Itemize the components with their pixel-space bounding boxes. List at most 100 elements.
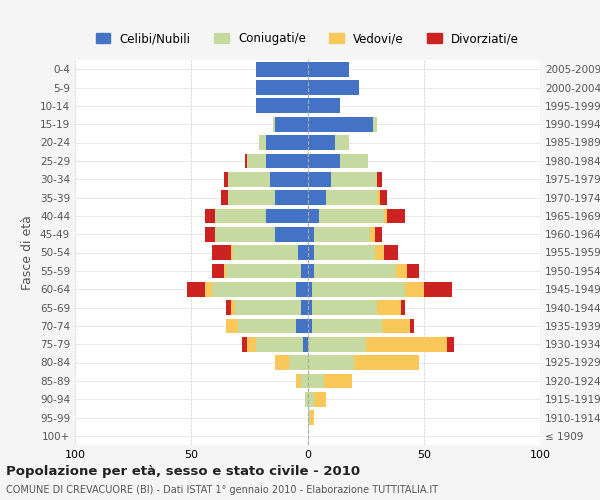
Bar: [229, 172, 271, 186]
Bar: [308, 392, 314, 406]
Bar: [215, 227, 275, 242]
Bar: [312, 300, 377, 315]
Bar: [289, 355, 308, 370]
Bar: [377, 300, 401, 315]
Bar: [205, 208, 215, 223]
Bar: [275, 355, 289, 370]
Bar: [308, 80, 359, 95]
Bar: [396, 264, 407, 278]
Bar: [242, 337, 247, 351]
Bar: [382, 318, 410, 333]
Bar: [229, 190, 275, 205]
Bar: [386, 208, 405, 223]
Bar: [266, 154, 308, 168]
Bar: [256, 337, 303, 351]
Bar: [308, 172, 331, 186]
Bar: [331, 172, 377, 186]
Bar: [373, 117, 377, 132]
Bar: [308, 264, 314, 278]
Bar: [308, 355, 354, 370]
Bar: [296, 282, 308, 296]
Bar: [314, 392, 326, 406]
Bar: [301, 264, 308, 278]
Bar: [298, 245, 308, 260]
Bar: [224, 264, 226, 278]
Bar: [205, 282, 212, 296]
Legend: Celibi/Nubili, Coniugati/e, Vedovi/e, Divorziati/e: Celibi/Nubili, Coniugati/e, Vedovi/e, Di…: [91, 28, 524, 50]
Bar: [212, 282, 296, 296]
Bar: [407, 264, 419, 278]
Bar: [377, 190, 380, 205]
Bar: [256, 62, 308, 76]
Bar: [224, 172, 229, 186]
Bar: [221, 190, 229, 205]
Y-axis label: Fasce di età: Fasce di età: [22, 215, 34, 290]
Bar: [370, 227, 375, 242]
Bar: [238, 318, 296, 333]
Bar: [212, 245, 231, 260]
Bar: [301, 300, 308, 315]
Bar: [233, 245, 298, 260]
Bar: [275, 190, 308, 205]
Bar: [275, 227, 308, 242]
Bar: [310, 410, 314, 425]
Bar: [424, 282, 452, 296]
Bar: [231, 245, 233, 260]
Bar: [308, 318, 312, 333]
Bar: [308, 245, 314, 260]
Bar: [314, 264, 396, 278]
Bar: [308, 135, 335, 150]
Bar: [319, 208, 384, 223]
Bar: [231, 300, 235, 315]
Bar: [375, 245, 384, 260]
Bar: [247, 337, 256, 351]
Text: COMUNE DI CREVACUORE (BI) - Dati ISTAT 1° gennaio 2010 - Elaborazione TUTTITALIA: COMUNE DI CREVACUORE (BI) - Dati ISTAT 1…: [6, 485, 438, 495]
Bar: [380, 190, 386, 205]
Bar: [259, 135, 266, 150]
Bar: [312, 318, 382, 333]
Bar: [215, 208, 266, 223]
Bar: [301, 374, 308, 388]
Bar: [308, 337, 365, 351]
Bar: [308, 374, 324, 388]
Bar: [296, 318, 308, 333]
Bar: [340, 154, 368, 168]
Bar: [226, 264, 301, 278]
Bar: [308, 117, 373, 132]
Bar: [235, 300, 301, 315]
Bar: [305, 392, 308, 406]
Bar: [308, 98, 340, 113]
Bar: [308, 190, 326, 205]
Bar: [365, 337, 447, 351]
Bar: [314, 227, 370, 242]
Bar: [384, 245, 398, 260]
Bar: [326, 190, 377, 205]
Bar: [377, 172, 382, 186]
Bar: [212, 264, 224, 278]
Bar: [271, 172, 308, 186]
Bar: [303, 337, 308, 351]
Bar: [308, 208, 319, 223]
Bar: [266, 135, 308, 150]
Bar: [354, 355, 419, 370]
Bar: [324, 374, 352, 388]
Bar: [410, 318, 415, 333]
Bar: [308, 282, 312, 296]
Bar: [375, 227, 382, 242]
Bar: [308, 154, 340, 168]
Bar: [247, 154, 266, 168]
Bar: [272, 117, 275, 132]
Bar: [314, 245, 375, 260]
Bar: [226, 318, 238, 333]
Bar: [256, 98, 308, 113]
Bar: [308, 227, 314, 242]
Text: Popolazione per età, sesso e stato civile - 2010: Popolazione per età, sesso e stato civil…: [6, 465, 360, 478]
Bar: [312, 282, 405, 296]
Bar: [266, 208, 308, 223]
Bar: [405, 282, 424, 296]
Bar: [296, 374, 301, 388]
Bar: [187, 282, 205, 296]
Bar: [335, 135, 349, 150]
Bar: [275, 117, 308, 132]
Bar: [384, 208, 386, 223]
